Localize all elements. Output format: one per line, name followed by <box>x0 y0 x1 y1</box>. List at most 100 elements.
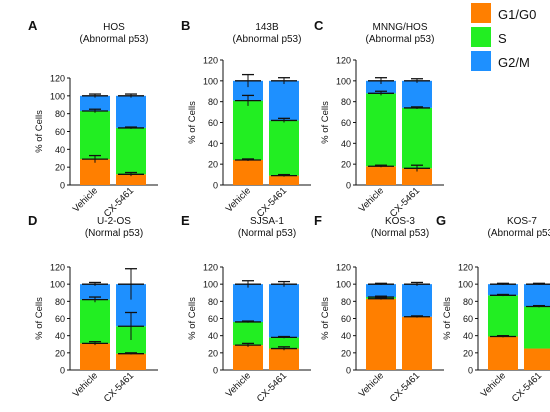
panel-e: E SJSA-1(Normal p53) 0 20 40 60 80 100 120 % of C… <box>181 213 311 405</box>
bar-segment-g1 <box>524 348 550 370</box>
y-tick-label: 40 <box>341 331 351 341</box>
y-tick-label: 80 <box>341 297 351 307</box>
y-tick-label: 0 <box>346 181 351 191</box>
y-tick-label: 100 <box>50 91 65 101</box>
panel-title: SJSA-1 <box>250 216 284 227</box>
x-category-label: Vehicle <box>224 185 253 214</box>
bar-segment-s <box>80 110 110 160</box>
bar-segment-g2m <box>233 284 263 322</box>
panel-letter: D <box>28 213 37 228</box>
y-tick-label: 40 <box>208 139 218 149</box>
x-category-label: CX-5461 <box>102 370 136 404</box>
bar-segment-g2m <box>402 80 432 108</box>
y-tick-label: 100 <box>336 76 351 86</box>
y-axis-label: % of Cells <box>320 101 331 144</box>
bar-segment-s <box>488 295 518 337</box>
y-tick-label: 120 <box>458 263 473 273</box>
bar-segment-g1 <box>80 159 110 185</box>
x-category-label: Vehicle <box>224 370 253 399</box>
panel-title: 143B <box>255 22 279 33</box>
y-axis-label: % of Cells <box>187 297 198 340</box>
y-axis-label: % of Cells <box>34 110 45 153</box>
y-axis-label: % of Cells <box>187 101 198 144</box>
panel-subtitle: (Normal p53) <box>85 228 143 239</box>
bar-segment-g1 <box>233 345 263 370</box>
panel-c: C MNNG/HOS(Abnormal p53) 0 20 40 60 80 100 120 % … <box>314 18 444 220</box>
panel-d: D U-2-OS(Normal p53) 0 20 40 60 80 100 120 % of C… <box>28 213 158 405</box>
chart-panels: A HOS (Abnormal p53) 0 20 40 60 80 100 120 % of Ce… <box>28 18 550 405</box>
legend-swatch-s <box>471 27 491 47</box>
bar-segment-g1 <box>116 353 146 370</box>
y-tick-label: 120 <box>203 263 218 273</box>
bar-segment-s <box>233 321 263 346</box>
x-category-label: CX-5461 <box>388 185 422 219</box>
y-tick-label: 120 <box>336 263 351 273</box>
bar-segment-g2m <box>80 95 110 111</box>
bar-segment-s <box>80 299 110 344</box>
y-tick-label: 100 <box>203 280 218 290</box>
y-tick-label: 120 <box>50 263 65 273</box>
y-tick-label: 40 <box>341 139 351 149</box>
legend-label-s: S <box>498 31 507 46</box>
bar-segment-g1 <box>402 168 432 185</box>
y-tick-label: 120 <box>50 74 65 84</box>
x-category-label: CX-5461 <box>510 370 544 404</box>
bar-segment-g1 <box>233 160 263 185</box>
x-category-label: CX-5461 <box>388 370 422 404</box>
y-tick-label: 120 <box>203 56 218 66</box>
y-tick-label: 0 <box>213 366 218 376</box>
bar-segment-g2m <box>524 284 550 307</box>
bar-segment-g2m <box>80 284 110 300</box>
y-tick-label: 40 <box>208 331 218 341</box>
bar-segment-s <box>269 120 299 176</box>
panel-f: F KOS-3(Normal p53) 0 20 40 60 80 100 120 % of Ce… <box>314 213 444 405</box>
panel-title: U-2-OS <box>97 216 131 227</box>
legend-swatch-g1 <box>471 3 491 23</box>
bar-segment-s <box>402 107 432 169</box>
panel-b: B 143B(Abnormal p53) 0 20 40 60 80 100 120 % of C… <box>181 18 311 220</box>
x-category-label: Vehicle <box>357 370 386 399</box>
bar-segment-g2m <box>233 80 263 101</box>
bar-segment-g1 <box>488 336 518 370</box>
x-category-label: Vehicle <box>71 370 100 399</box>
y-tick-label: 20 <box>208 160 218 170</box>
y-tick-label: 100 <box>336 280 351 290</box>
panel-g: G KOS-7(Abnormal p53) 0 20 40 60 80 100 120 % of … <box>436 213 550 405</box>
panel-letter: A <box>28 18 38 33</box>
panel-letter: E <box>181 213 190 228</box>
y-tick-label: 0 <box>60 181 65 191</box>
panel-subtitle: (Normal p53) <box>238 228 296 239</box>
x-category-label: CX-5461 <box>255 185 289 219</box>
bar-segment-g2m <box>116 95 146 128</box>
y-tick-label: 60 <box>463 314 473 324</box>
y-tick-label: 100 <box>203 76 218 86</box>
y-tick-label: 20 <box>208 348 218 358</box>
panel-letter: G <box>436 213 446 228</box>
y-tick-label: 0 <box>213 181 218 191</box>
panel-title: HOS <box>103 22 125 33</box>
bar-segment-s <box>269 337 299 349</box>
bar-segment-g1 <box>366 298 396 370</box>
panel-title: MNNG/HOS <box>373 22 428 33</box>
bar-segment-g1 <box>269 175 299 185</box>
bar-segment-s <box>116 127 146 175</box>
y-tick-label: 80 <box>55 297 65 307</box>
panel-letter: B <box>181 18 190 33</box>
panel-subtitle: (Abnormal p53) <box>233 34 302 45</box>
y-tick-label: 60 <box>55 314 65 324</box>
x-category-label: Vehicle <box>479 370 508 399</box>
y-tick-label: 100 <box>458 280 473 290</box>
y-tick-label: 20 <box>463 348 473 358</box>
bar-segment-g1 <box>269 348 299 370</box>
y-tick-label: 100 <box>50 280 65 290</box>
panel-letter: C <box>314 18 324 33</box>
y-tick-label: 20 <box>55 348 65 358</box>
y-axis-label: % of Cells <box>320 297 331 340</box>
bar-segment-s <box>524 306 550 349</box>
panel-subtitle: (Abnormal p53) <box>488 228 550 239</box>
y-tick-label: 0 <box>346 366 351 376</box>
panel-subtitle: (Normal p53) <box>371 228 429 239</box>
panel-a: A HOS(Abnormal p53) 0 20 40 60 80 100 120 % of Ce… <box>28 18 158 220</box>
bar-segment-g1 <box>116 174 146 185</box>
